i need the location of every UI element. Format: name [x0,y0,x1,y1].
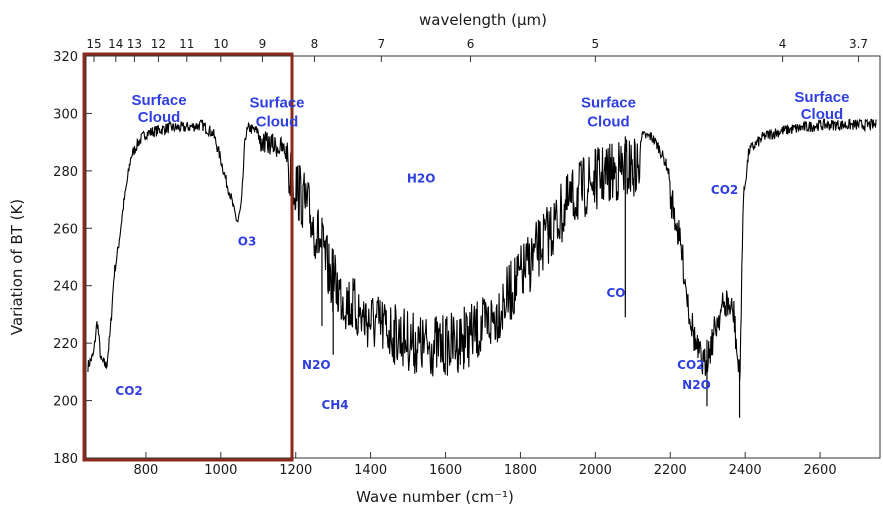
top-tick-label-0: 15 [86,37,101,51]
y-tick-label-7: 320 [53,50,78,65]
y-tick-label-3: 240 [53,280,78,295]
top-tick-label-7: 8 [311,37,319,51]
top-axis-title: wavelength (µm) [419,11,547,29]
x-tick-label-9: 2600 [804,463,837,478]
top-tick-label-12: 3.7 [849,37,868,51]
annotation-cloud-5: Cloud [587,113,630,130]
x-axis-title: Wave number (cm⁻¹) [356,488,514,506]
top-tick-label-5: 10 [213,37,228,51]
annotation-surface-0: Surface [132,92,187,109]
top-tick-label-6: 9 [259,37,267,51]
x-tick-label-4: 1600 [429,463,462,478]
annotation-co2-11: CO2 [711,183,738,197]
highlight-box [82,52,294,462]
annotation-cloud-7: Cloud [801,106,844,123]
plot-frame [85,55,881,459]
x-tick-label-7: 2200 [654,463,687,478]
y-tick-label-2: 220 [53,337,78,352]
top-tick-label-3: 12 [151,37,166,51]
top-tick-label-1: 14 [108,37,123,51]
annotation-surface-2: Surface [249,95,304,112]
x-axis-ticks: 800 1000 1200 1400 1600 1800 2000 2200 2400 2600 [134,452,837,478]
annotation-co2-15: CO2 [677,358,704,372]
spectrum-series [87,118,877,418]
annotation-h2o-8: H2O [407,171,436,185]
x-tick-label-2: 1200 [279,463,312,478]
y-tick-label-6: 300 [53,107,78,122]
top-tick-label-11: 4 [779,37,787,51]
annotations: SurfaceCloudSurfaceCloudSurfaceCloudSurf… [115,89,849,412]
spectrum-line [87,118,877,382]
annotation-surface-4: Surface [581,95,636,112]
annotation-o3-9: O3 [238,235,257,249]
annotation-surface-6: Surface [794,89,849,106]
top-tick-label-4: 11 [179,37,194,51]
top-axis-ticks: 15 14 13 12 11 10 9 8 7 6 5 4 3.7 [86,37,868,62]
y-axis-title: Variation of BT (K) [8,199,26,335]
x-tick-label-6: 2000 [579,463,612,478]
x-tick-label-8: 2400 [729,463,762,478]
annotation-cloud-3: Cloud [256,113,299,130]
top-tick-label-2: 13 [127,37,142,51]
y-tick-label-4: 260 [53,222,78,237]
annotation-cloud-1: Cloud [138,109,181,126]
annotation-ch4-13: CH4 [321,398,348,412]
x-tick-label-1: 1000 [204,463,237,478]
top-tick-label-9: 6 [467,37,475,51]
annotation-co2-14: CO2 [115,384,142,398]
top-tick-label-8: 7 [378,37,386,51]
x-tick-label-5: 1800 [504,463,537,478]
annotation-n2o-16: N2O [682,378,711,392]
y-tick-label-0: 180 [53,452,78,467]
top-tick-label-10: 5 [592,37,600,51]
annotation-co-10: CO [606,286,625,300]
window-highlight-rect [82,52,294,462]
y-tick-label-1: 200 [53,395,78,410]
annotation-n2o-12: N2O [302,358,331,372]
x-tick-label-3: 1400 [354,463,387,478]
x-tick-label-0: 800 [134,463,159,478]
plot-border [85,55,881,459]
y-tick-label-5: 280 [53,165,78,180]
y-axis-ticks: 180 200 220 240 260 280 300 320 [53,50,92,467]
